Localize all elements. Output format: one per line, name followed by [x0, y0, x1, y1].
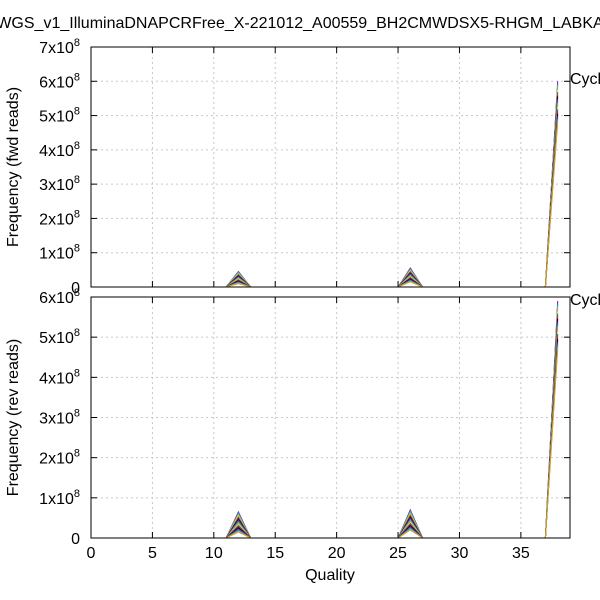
y-tick-label: 1x108 — [39, 243, 80, 263]
series-line — [225, 306, 559, 539]
y-axis-label: Frequency (rev reads) — [5, 339, 22, 496]
y-axis-label: Frequency (fwd reads) — [5, 87, 22, 247]
series-line — [225, 339, 559, 539]
y-tick-label: 6x108 — [39, 287, 80, 307]
series-line — [225, 321, 559, 539]
x-tick-label: 10 — [205, 545, 223, 562]
x-tick-label: 15 — [266, 545, 284, 562]
series-line — [225, 316, 559, 539]
series-line — [225, 94, 559, 288]
y-tick-label: 7x108 — [39, 37, 80, 57]
x-tick-label: 30 — [451, 545, 469, 562]
panel-fwd: 0 1x108 2x108 3x108 4x108 5x108 6x108 7x108 Freq… — [5, 37, 600, 297]
series-line — [225, 87, 559, 288]
series-line — [225, 336, 559, 539]
y-tick-label: 1x108 — [39, 488, 80, 508]
y-tick-label: 4x108 — [39, 140, 80, 160]
legend-label: Cycl — [570, 292, 600, 309]
x-tick-label: 35 — [512, 545, 530, 562]
series-line — [225, 308, 559, 539]
series-line — [225, 109, 559, 288]
series-line — [225, 311, 559, 539]
series-line — [225, 313, 559, 539]
series-line — [225, 333, 559, 539]
series-line — [225, 341, 559, 539]
series-line — [225, 120, 559, 288]
series-line — [225, 102, 559, 288]
series-line — [225, 318, 559, 539]
series-line — [225, 328, 559, 539]
y-tick-label: 5x108 — [39, 327, 80, 347]
y-tick-label: 0 — [71, 280, 80, 297]
y-tick-label: 0 — [71, 531, 80, 548]
panel-rev: 0 1x108 2x108 3x108 4x108 5x108 6x108 0 5 10 15 20 2… — [5, 287, 600, 562]
y-tick-label: 2x108 — [39, 208, 80, 228]
series-line — [225, 111, 559, 288]
x-tick-label: 20 — [328, 545, 346, 562]
series-line — [225, 115, 559, 288]
x-axis-label: Quality — [305, 567, 355, 584]
series-line — [225, 113, 559, 288]
series-line — [225, 303, 559, 539]
y-tick-label: 3x108 — [39, 408, 80, 428]
series-line — [225, 89, 559, 288]
series-line — [225, 96, 559, 288]
series-line — [225, 107, 559, 288]
series-line — [225, 331, 559, 539]
series-line — [225, 346, 559, 539]
y-tick-label: 6x108 — [39, 71, 80, 91]
series-line — [225, 100, 559, 288]
series-line — [225, 344, 559, 539]
x-tick-label: 5 — [148, 545, 157, 562]
plot-frame — [90, 46, 571, 288]
series-line — [225, 118, 559, 288]
series-line — [225, 326, 559, 539]
panels: 0 1x108 2x108 3x108 4x108 5x108 6x108 7x108 Freq… — [5, 37, 600, 562]
series-line — [225, 98, 559, 288]
series-line — [225, 323, 559, 539]
y-tick-label: 5x108 — [39, 106, 80, 126]
series-line — [225, 105, 559, 288]
series-line — [225, 122, 559, 288]
y-tick-label: 4x108 — [39, 367, 80, 387]
x-tick-label: 0 — [87, 545, 96, 562]
series-line — [225, 300, 559, 539]
legend-label: Cycl — [570, 71, 600, 88]
y-tick-label: 2x108 — [39, 448, 80, 468]
series-line — [225, 83, 559, 288]
chart-title: WGS_v1_IlluminaDNAPCRFree_X-221012_A0055… — [0, 15, 600, 32]
y-tick-label: 3x108 — [39, 174, 80, 194]
series-line — [225, 92, 559, 288]
x-tick-label: 25 — [389, 545, 407, 562]
